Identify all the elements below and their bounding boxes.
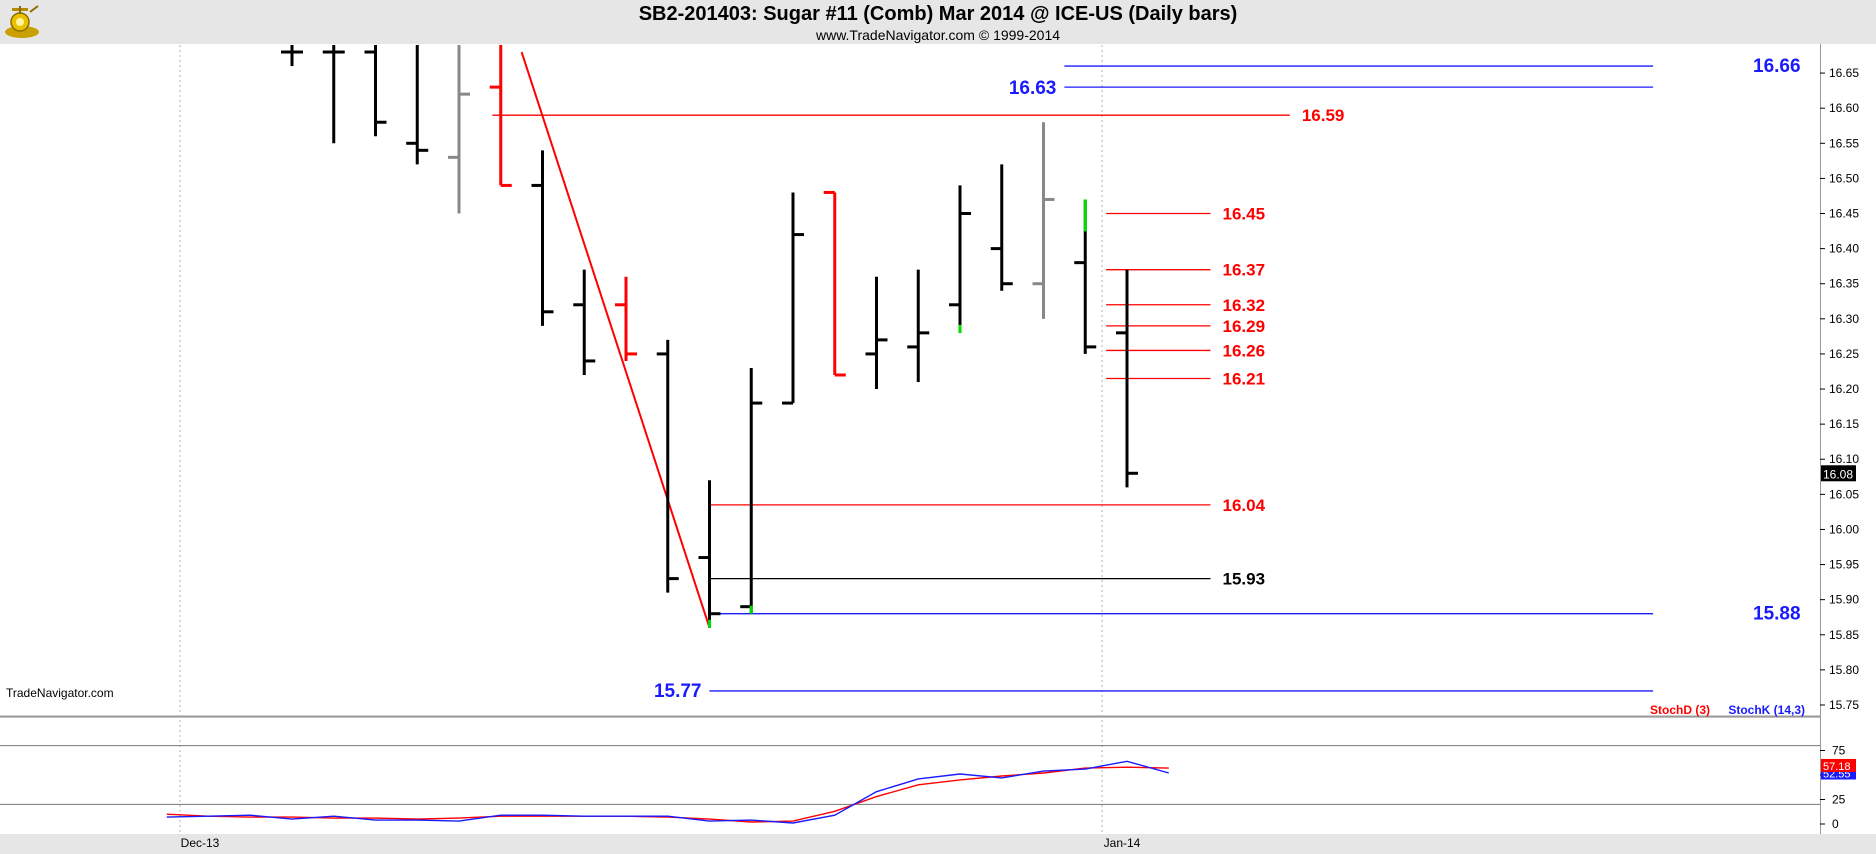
price-bar <box>281 45 303 67</box>
price-bar <box>740 367 763 614</box>
oscillator-series-line <box>166 766 1169 823</box>
y-tick-label: 16.00 <box>1829 522 1859 536</box>
price-bar <box>573 269 596 375</box>
level-label: 16.59 <box>1302 106 1345 125</box>
y-tick-label: 15.75 <box>1829 698 1859 712</box>
level-label: 15.77 <box>654 681 702 702</box>
last-price-badge <box>1821 465 1856 482</box>
oscillator-series-line <box>166 760 1169 824</box>
watermark-text: TradeNavigator.com <box>6 686 114 700</box>
price-bar <box>615 276 637 361</box>
y-tick-label: 16.65 <box>1829 66 1859 80</box>
level-label: 16.21 <box>1223 370 1266 389</box>
price-bar <box>322 45 345 144</box>
trendline <box>520 51 711 629</box>
y-tick-label: 16.05 <box>1829 487 1859 501</box>
price-bar <box>823 190 846 377</box>
level-label: 16.04 <box>1223 496 1266 515</box>
y-tick-label: 15.85 <box>1829 628 1859 642</box>
osc-y-tick-label: 0 <box>1832 817 1839 831</box>
price-bar <box>865 276 888 390</box>
price-bar <box>907 269 930 383</box>
legend-stoch-k: StochK (14,3) <box>1728 703 1805 717</box>
oscillator-panel <box>0 718 1820 834</box>
level-label: 16.66 <box>1753 56 1801 77</box>
y-tick-label: 15.95 <box>1829 558 1859 572</box>
price-bar <box>1032 122 1055 319</box>
y-tick-label: 16.55 <box>1829 136 1859 150</box>
price-bar <box>949 185 971 333</box>
y-tick-label: 16.60 <box>1829 101 1859 115</box>
y-tick-label: 16.40 <box>1829 242 1859 256</box>
chart-subtitle: www.TradeNavigator.com © 1999-2014 <box>815 27 1061 43</box>
y-tick-label: 15.80 <box>1829 663 1859 677</box>
level-label: 15.88 <box>1753 604 1801 625</box>
y-tick-label: 15.90 <box>1829 593 1859 607</box>
price-bar <box>489 45 512 187</box>
y-tick-label: 16.30 <box>1829 312 1859 326</box>
y-tick-label: 16.10 <box>1829 452 1859 466</box>
level-label: 16.37 <box>1223 261 1266 280</box>
y-tick-label: 16.35 <box>1829 277 1859 291</box>
stoch-d-value: 57.18 <box>1823 761 1851 773</box>
level-label: 16.63 <box>1009 78 1057 99</box>
price-bar <box>1074 199 1097 354</box>
level-label: 16.32 <box>1223 296 1266 315</box>
price-bar <box>656 339 679 593</box>
price-bar <box>531 150 554 326</box>
y-tick-label: 16.20 <box>1829 382 1859 396</box>
legend-stoch-d: StochD (3) <box>1650 703 1710 717</box>
price-bar <box>406 45 429 165</box>
price-bar <box>448 45 470 214</box>
price-bar <box>990 164 1013 291</box>
level-label: 16.26 <box>1223 341 1266 360</box>
price-panel <box>0 44 1820 716</box>
y-tick-label: 16.25 <box>1829 347 1859 361</box>
x-axis-panel <box>0 834 1876 854</box>
price-bar <box>698 480 721 628</box>
last-price-label: 16.08 <box>1823 467 1853 481</box>
level-label: 15.93 <box>1223 570 1266 589</box>
y-tick-label: 16.15 <box>1829 417 1859 431</box>
chart-title: SB2-201403: Sugar #11 (Comb) Mar 2014 @ … <box>638 3 1238 25</box>
stoch-d-badge <box>1821 758 1856 772</box>
y-tick-label: 16.50 <box>1829 171 1859 185</box>
level-label: 16.29 <box>1223 317 1266 336</box>
price-bar <box>782 192 804 405</box>
y-axis-panel <box>1820 44 1876 834</box>
price-bar <box>364 45 387 137</box>
price-bar <box>1116 269 1138 488</box>
trade-navigator-logo-icon[interactable] <box>2 2 42 40</box>
x-tick-label: Dec-13 <box>181 836 220 850</box>
y-tick-label: 16.45 <box>1829 207 1859 221</box>
osc-y-tick-label: 25 <box>1832 793 1846 807</box>
x-tick-label: Jan-14 <box>1104 836 1141 850</box>
osc-y-tick-label: 75 <box>1832 744 1846 758</box>
level-label: 16.45 <box>1223 205 1266 224</box>
